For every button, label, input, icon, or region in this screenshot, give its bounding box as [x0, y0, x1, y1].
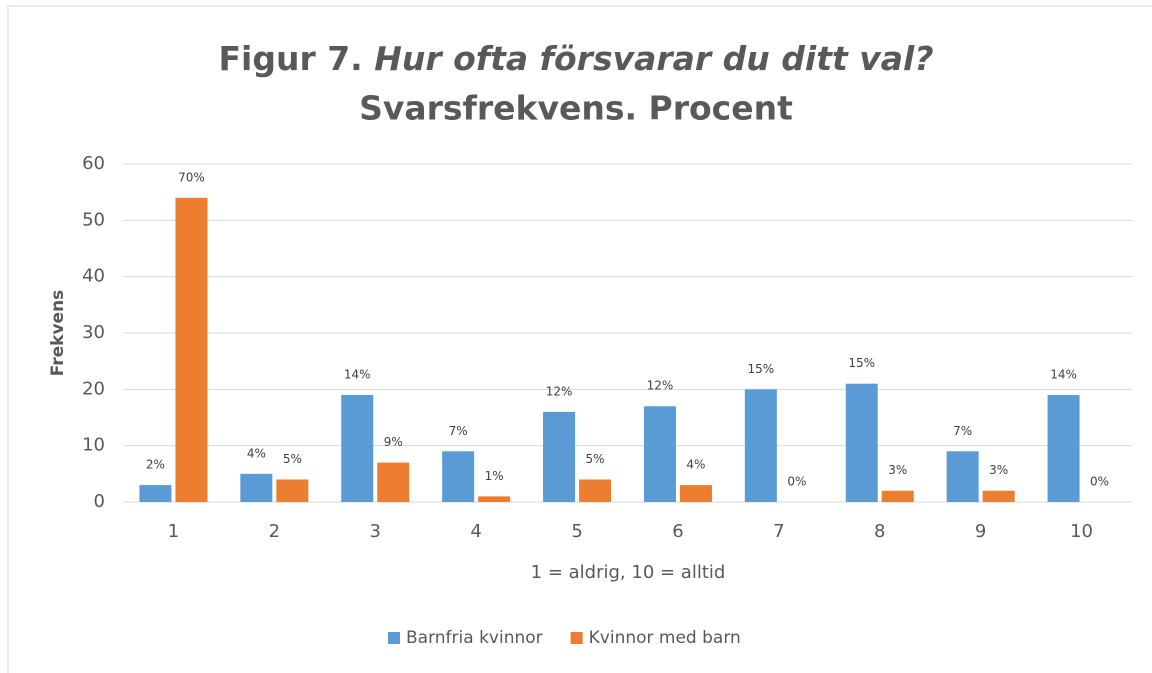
y-tick-label: 60	[82, 153, 105, 174]
legend-label: Kvinnor med barn	[589, 628, 741, 648]
y-tick-label: 0	[94, 491, 105, 512]
data-label: 12%	[546, 384, 573, 398]
x-tick-label: 6	[672, 521, 683, 542]
bar	[139, 485, 172, 502]
y-axis-label: Frekvens	[48, 290, 68, 377]
data-label: 4%	[247, 446, 266, 460]
bar	[579, 479, 612, 502]
x-tick-label: 5	[571, 521, 582, 542]
x-tick-label: 7	[773, 521, 784, 542]
y-tick-label: 10	[82, 435, 105, 456]
legend-swatch	[388, 632, 400, 644]
bar	[744, 389, 777, 502]
x-tick-label: 3	[370, 521, 381, 542]
data-label: 2%	[146, 458, 165, 472]
bar	[442, 451, 475, 502]
data-label: 14%	[344, 367, 371, 381]
bar	[240, 473, 273, 502]
x-tick-label: 1	[168, 521, 179, 542]
legend-swatch	[570, 632, 583, 644]
data-label: 3%	[989, 463, 1008, 477]
data-label: 70%	[178, 170, 205, 184]
x-axis-label: 1 = aldrig, 10 = alltid	[531, 562, 726, 583]
chart-title: Figur 7. Hur ofta försvarar du ditt val?	[218, 39, 933, 78]
x-tick-label: 4	[470, 521, 481, 542]
x-tick-label: 9	[975, 521, 986, 542]
bar	[881, 490, 914, 502]
data-label: 0%	[787, 475, 806, 489]
data-label: 7%	[449, 424, 468, 438]
bar	[845, 383, 878, 502]
data-label: 5%	[283, 452, 302, 466]
data-label: 14%	[1050, 367, 1077, 381]
bar	[341, 394, 374, 502]
y-tick-label: 50	[82, 209, 105, 230]
data-label: 3%	[888, 463, 907, 477]
bar	[679, 485, 712, 502]
bar	[276, 479, 309, 502]
y-tick-label: 40	[82, 266, 105, 287]
x-tick-label: 8	[874, 521, 885, 542]
bar	[982, 490, 1015, 502]
x-tick-label: 10	[1070, 521, 1093, 542]
title-part: Hur ofta försvarar du ditt val?	[374, 39, 933, 78]
y-tick-label: 30	[82, 322, 105, 343]
data-label: 9%	[384, 435, 403, 449]
y-tick-label: 20	[82, 378, 105, 399]
bar	[377, 462, 410, 502]
chart-subtitle: Svarsfrekvens. Procent	[359, 89, 793, 128]
data-label: 5%	[586, 452, 605, 466]
x-tick-label: 2	[269, 521, 280, 542]
bar	[1047, 394, 1080, 502]
bar	[643, 406, 676, 502]
bar	[946, 451, 979, 502]
data-label: 1%	[485, 469, 504, 483]
data-label: 12%	[647, 379, 674, 393]
data-label: 15%	[748, 362, 775, 376]
legend-label: Barnfria kvinnor	[406, 628, 543, 648]
data-label: 0%	[1090, 475, 1109, 489]
data-label: 4%	[686, 458, 705, 472]
data-label: 7%	[953, 424, 972, 438]
data-label: 15%	[848, 356, 875, 370]
bar	[175, 197, 208, 503]
bar	[478, 496, 511, 502]
bar	[543, 411, 576, 502]
title-part: Figur 7.	[218, 39, 362, 78]
